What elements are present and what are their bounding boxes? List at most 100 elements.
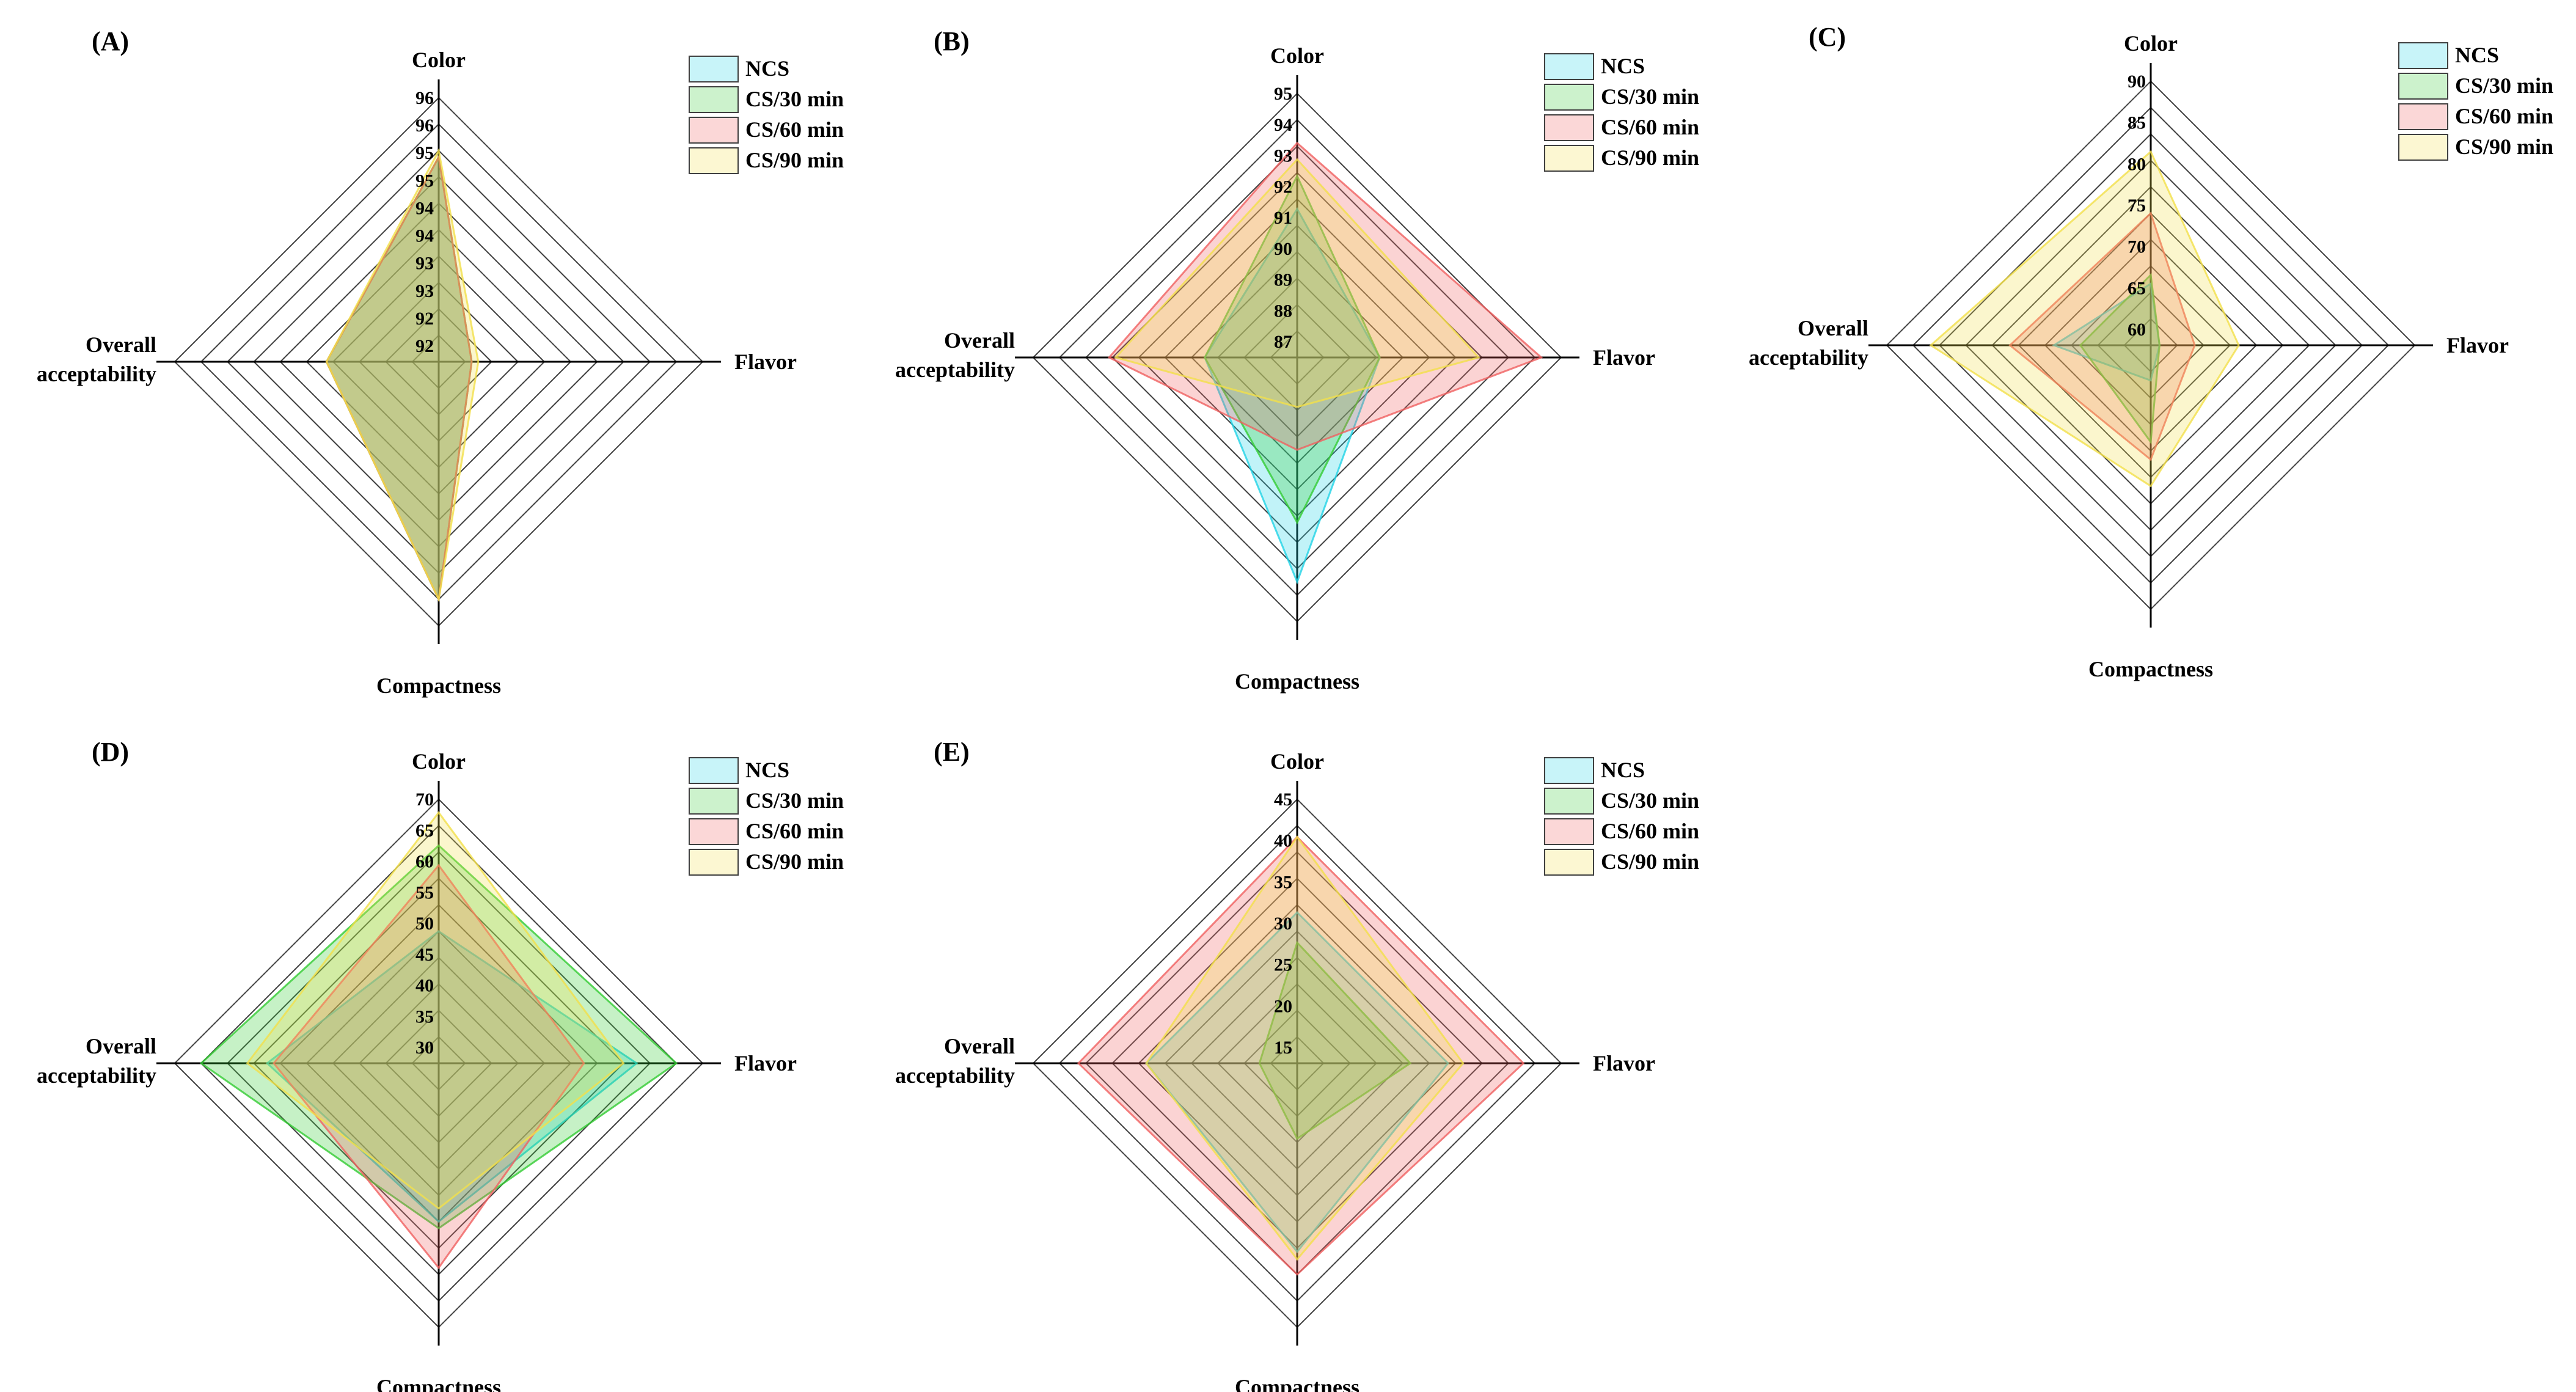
legend-label: NCS	[745, 56, 789, 81]
tick-label: 95	[415, 170, 434, 191]
panel-label: (C)	[1809, 22, 1846, 52]
tick-label: 90	[2128, 71, 2146, 92]
series-area-cs-30-min	[199, 844, 678, 1229]
axis-label-flavor: Flavor	[1593, 345, 1655, 370]
tick-label: 93	[1274, 146, 1292, 166]
series-area-cs-90-min	[246, 811, 625, 1210]
tick-label: 40	[415, 976, 434, 996]
tick-label: 55	[415, 882, 434, 903]
axis-label-overall-acceptability-line2: acceptability	[1749, 345, 1868, 370]
tick-label: 80	[2128, 154, 2146, 174]
axis-label-color: Color	[412, 749, 466, 774]
series-area-ncs	[1145, 911, 1449, 1253]
tick-label: 70	[2128, 237, 2146, 257]
axis-label-flavor: Flavor	[2446, 333, 2509, 357]
tick-label: 45	[1274, 789, 1292, 810]
radar-panel-3: 60 65 70 75 80 85 90 Color Flavor Compactness Over…	[1749, 22, 2553, 681]
panel-label: (B)	[934, 26, 970, 56]
tick-label: 15	[1274, 1038, 1292, 1058]
legend-label: NCS	[745, 758, 789, 782]
legend-label: CS/90 min	[745, 849, 844, 874]
legend-label: NCS	[1601, 54, 1645, 78]
axis-label-overall-acceptability: Overall	[86, 332, 156, 357]
tick-label: 30	[415, 1038, 434, 1058]
tick-label: 91	[1274, 208, 1292, 228]
legend: NCS CS/30 min CS/60 min CS/90 min	[1544, 757, 1699, 876]
axis-label-overall-acceptability: Overall	[944, 328, 1015, 353]
legend-label: CS/30 min	[1601, 84, 1699, 109]
series-area-cs-90-min	[325, 147, 480, 603]
legend-label: NCS	[2455, 43, 2499, 67]
legend-swatch	[1544, 849, 1594, 876]
series-area-ncs	[265, 930, 639, 1223]
series-area-cs-30-min	[2079, 273, 2161, 445]
tick-label: 95	[415, 143, 434, 163]
legend-label: CS/30 min	[745, 87, 844, 111]
tick-label: 60	[2128, 320, 2146, 340]
legend: NCS CS/30 min CS/60 min CS/90 min	[1544, 53, 1699, 172]
legend-label: CS/30 min	[2455, 73, 2553, 98]
legend: NCS CS/30 min CS/60 min CS/90 min	[689, 757, 844, 876]
panel-label: (E)	[934, 737, 970, 767]
tick-label: 90	[1274, 239, 1292, 259]
legend-label: CS/30 min	[1601, 788, 1699, 813]
tick-label: 65	[2128, 278, 2146, 298]
tick-label: 20	[1274, 996, 1292, 1016]
series-area-cs-60-min	[2008, 211, 2196, 461]
axis-label-color: Color	[1270, 749, 1324, 774]
axis-label-compactness: Compactness	[2088, 657, 2213, 681]
axis-label-flavor: Flavor	[734, 350, 797, 374]
radar-panel-4: 30 35 40 45 50 55 60 65 70 Color Flavor Compactness…	[37, 737, 844, 1392]
legend-swatch	[2398, 73, 2448, 100]
legend-swatch	[2398, 103, 2448, 130]
legend-swatch	[689, 147, 739, 174]
tick-label: 35	[415, 1006, 434, 1027]
tick-label: 96	[415, 115, 434, 136]
legend-label: CS/60 min	[2455, 104, 2553, 128]
legend-label: CS/90 min	[745, 148, 844, 172]
legend-label: NCS	[1601, 758, 1645, 782]
series-area-cs-90-min	[1929, 150, 2240, 488]
legend-label: CS/60 min	[1601, 819, 1699, 843]
tick-label: 92	[1274, 177, 1292, 197]
tick-label: 93	[415, 281, 434, 301]
axis-label-color: Color	[1270, 43, 1324, 68]
legend-label: CS/60 min	[745, 117, 844, 142]
legend-swatch	[2398, 42, 2448, 69]
panel-label: (A)	[92, 26, 129, 56]
legend-swatch	[1544, 818, 1594, 845]
axis-label-overall-acceptability: Overall	[1798, 316, 1868, 340]
legend-swatch	[689, 757, 739, 784]
radar-panel-1: 92 92 93 93 94 94 95 95 96 96 Color Flavor Compactne…	[37, 26, 844, 698]
axis-label-overall-acceptability: Overall	[86, 1034, 156, 1058]
axis-label-color: Color	[2124, 31, 2178, 56]
tick-label: 96	[415, 88, 434, 108]
axis-label-overall-acceptability-line2: acceptability	[37, 1063, 156, 1088]
legend-label: CS/30 min	[745, 788, 844, 813]
radar-panel-5: 15 20 25 30 35 40 45 Color Flavor Compactness Over…	[895, 737, 1699, 1392]
series-area-cs-60-min	[273, 863, 585, 1270]
series-area-cs-60-min	[1107, 141, 1543, 451]
series-area-ncs	[1204, 207, 1381, 585]
series-area-cs-90-min	[1145, 835, 1465, 1261]
axis-label-compactness: Compactness	[1235, 669, 1359, 694]
tick-label: 85	[2128, 113, 2146, 133]
tick-label: 25	[1274, 955, 1292, 975]
tick-label: 88	[1274, 301, 1292, 321]
tick-label: 94	[415, 226, 434, 246]
axis-label-overall-acceptability-line2: acceptability	[895, 357, 1015, 382]
series-area-cs-30-min	[1258, 940, 1412, 1140]
tick-label: 30	[1274, 914, 1292, 934]
legend-swatch	[689, 56, 739, 82]
axis-label-compactness: Compactness	[376, 673, 501, 698]
legend-swatch	[1544, 757, 1594, 784]
legend-swatch	[689, 86, 739, 113]
tick-label: 89	[1274, 270, 1292, 290]
legend-swatch	[689, 818, 739, 845]
legend-swatch	[2398, 134, 2448, 161]
tick-label: 65	[415, 821, 434, 841]
tick-label: 60	[415, 852, 434, 872]
tick-label: 87	[1274, 332, 1292, 352]
axis-label-color: Color	[412, 48, 466, 72]
